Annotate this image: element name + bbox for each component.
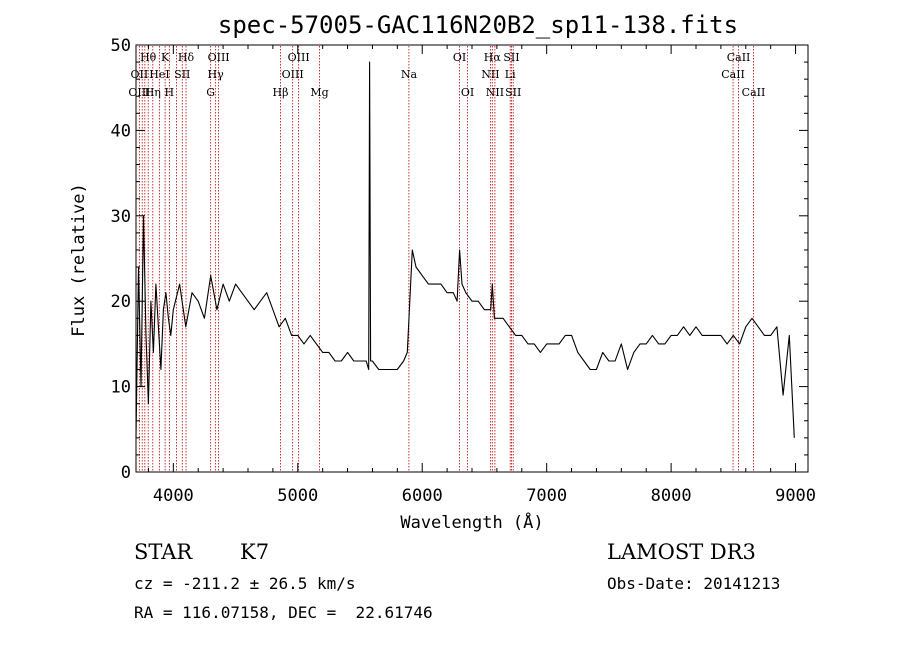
reference-line-label: OIII xyxy=(128,86,150,99)
y-tick-label: 10 xyxy=(111,378,131,398)
x-tick-label: 6000 xyxy=(402,486,443,506)
reference-line-label: CaII xyxy=(742,86,766,99)
reference-line-label: CaII xyxy=(721,68,745,81)
reference-line-label: SII xyxy=(174,68,190,81)
reference-line-label: HeI xyxy=(149,68,169,81)
reference-line-label: OII xyxy=(131,68,149,81)
reference-line-label: Hγ xyxy=(208,68,225,81)
plot-frame xyxy=(135,44,809,473)
reference-line-label: Hθ xyxy=(140,51,157,64)
y-tick-label: 40 xyxy=(111,121,131,141)
reference-line-label: NII xyxy=(486,86,504,99)
reference-line-label: Hα xyxy=(484,51,502,64)
spectral-subclass: K7 xyxy=(240,540,270,564)
reference-line-label: OIII xyxy=(288,51,310,64)
reference-line-label: Hη xyxy=(145,86,161,99)
y-axis-label: Flux (relative) xyxy=(69,183,89,337)
reference-line-label: OI xyxy=(453,51,466,64)
reference-line-label: OIII xyxy=(208,51,230,64)
reference-line-label: NII xyxy=(481,68,499,81)
reference-line-label: Hδ xyxy=(178,51,195,64)
y-tick-label: 0 xyxy=(121,463,131,483)
x-axis-ticks: 4000 5000 6000 7000 8000 9000 xyxy=(147,45,816,506)
reference-line-label: SII xyxy=(505,86,521,99)
object-type: STAR xyxy=(134,540,193,564)
reference-line-label: SII xyxy=(503,51,519,64)
x-axis-label: Wavelength (Å) xyxy=(400,511,543,533)
reference-line-label: OIII xyxy=(282,68,304,81)
y-axis-ticks: 0 10 20 30 40 50 xyxy=(111,36,808,483)
y-tick-label: 50 xyxy=(111,36,131,56)
survey-name: LAMOST DR3 xyxy=(607,540,756,564)
coordinates: RA = 116.07158, DEC = 22.61746 xyxy=(134,603,433,622)
reference-line-label: OI xyxy=(461,86,474,99)
y-tick-label: 20 xyxy=(111,292,131,312)
spectrum-line xyxy=(135,61,795,438)
redshift-velocity: cz = -211.2 ± 26.5 km/s xyxy=(134,574,356,593)
observation-date: Obs-Date: 20141213 xyxy=(607,574,781,593)
reference-line-label: H xyxy=(165,86,175,99)
reference-lines xyxy=(138,46,754,471)
reference-line-label: Na xyxy=(401,68,418,81)
reference-line-label: Hβ xyxy=(273,86,289,99)
reference-line-label: CaII xyxy=(727,51,751,64)
chart-title: spec-57005-GAC116N20B2_sp11-138.fits xyxy=(218,11,738,39)
x-tick-label: 8000 xyxy=(651,486,692,506)
reference-line-label: G xyxy=(206,86,215,99)
x-tick-label: 9000 xyxy=(775,486,816,506)
x-tick-label: 4000 xyxy=(153,486,194,506)
x-tick-label: 7000 xyxy=(526,486,567,506)
reference-line-label: Mg xyxy=(310,86,328,99)
y-tick-label: 30 xyxy=(111,207,131,227)
x-tick-label: 5000 xyxy=(277,486,318,506)
series-group xyxy=(135,61,795,438)
reference-line-label: K xyxy=(161,51,170,64)
reference-line-label: Li xyxy=(505,68,516,81)
